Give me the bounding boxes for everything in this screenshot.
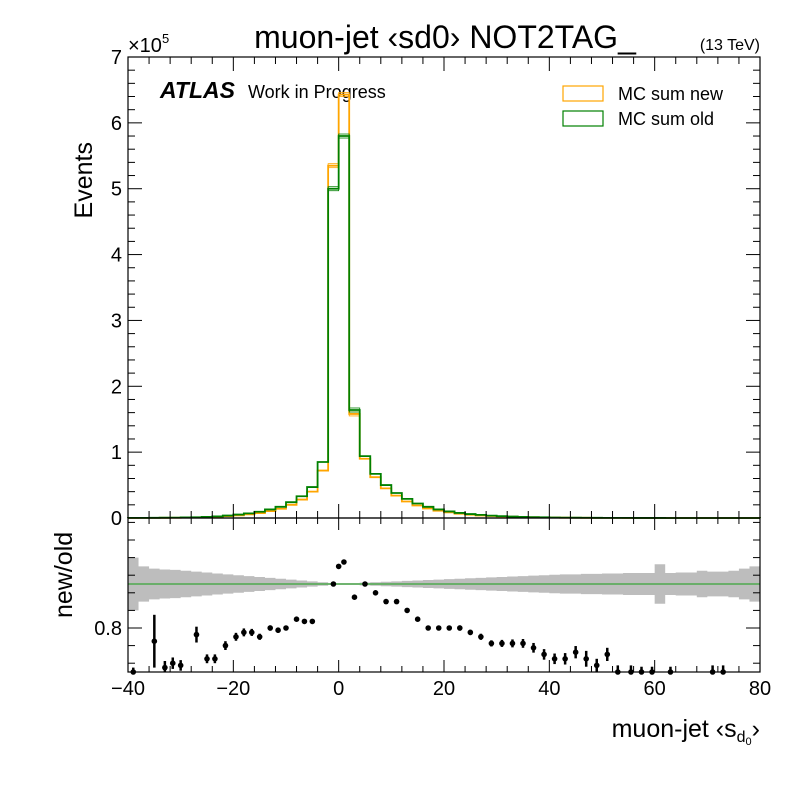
ratio-point — [383, 598, 389, 605]
ratio-point — [330, 581, 337, 587]
stat-error-box — [348, 407, 361, 413]
ratio-point — [169, 660, 176, 666]
ratio-point — [446, 625, 453, 631]
ratio-point — [572, 649, 579, 655]
x-tick-label: −20 — [216, 678, 250, 700]
top-panel-ticks: 0 1 2 3 4 5 6 7 — [111, 47, 761, 530]
top-y-tick-label: 0 — [111, 508, 122, 530]
histogram-new — [127, 93, 761, 519]
top-y-tick-label: 7 — [111, 47, 122, 69]
ratio-point — [562, 656, 568, 662]
ratio-point — [499, 640, 505, 647]
x-tick-label: 60 — [644, 678, 666, 700]
stat-error-box — [338, 92, 350, 97]
ratio-point — [362, 581, 368, 587]
y-exponent-label: ×105 — [128, 31, 169, 57]
ratio-point — [193, 631, 200, 638]
ratio-point — [509, 640, 516, 647]
atlas-label: ATLAS — [159, 77, 236, 103]
ratio-point — [301, 618, 308, 625]
x-axis-label: muon-jet ‹sd0› — [612, 715, 760, 748]
ratio-point — [530, 645, 537, 651]
ratio-point — [204, 656, 210, 662]
histogram-old — [127, 135, 761, 519]
stat-error-box — [338, 133, 350, 139]
legend-swatch-new — [562, 85, 604, 102]
top-y-tick-label: 3 — [111, 310, 122, 332]
top-y-tick-label: 6 — [111, 113, 122, 135]
ratio-point — [393, 598, 400, 605]
ratio-point — [372, 590, 379, 596]
top-panel — [127, 92, 761, 519]
y-exponent-base: ×10 — [128, 35, 162, 57]
ratio-point — [267, 625, 274, 631]
x-tick-label: 40 — [538, 678, 560, 700]
ratio-point — [457, 625, 463, 631]
top-y-tick-label: 4 — [111, 245, 122, 267]
ratio-point — [222, 642, 229, 649]
ratio-point — [425, 625, 432, 631]
ratio-point — [283, 625, 289, 631]
status-label: Work in Progress — [248, 82, 386, 102]
ratio-point — [233, 634, 239, 640]
ratio-y-tick-label: 0.8 — [94, 618, 122, 640]
x-tick-label: −40 — [111, 678, 145, 700]
top-y-tick-label: 5 — [111, 179, 122, 201]
x-axis-label-end: › — [752, 715, 760, 743]
ratio-point — [248, 629, 255, 636]
x-axis-label-main: muon-jet ‹s — [612, 715, 737, 743]
ratio-point — [551, 656, 558, 662]
ratio-point — [177, 662, 184, 669]
legend-swatch-old — [562, 110, 604, 127]
ratio-point — [488, 640, 495, 647]
legend-label-new: MC sum new — [618, 84, 724, 104]
ratio-point — [212, 656, 218, 662]
legend-label-old: MC sum old — [618, 109, 714, 129]
ratio-point — [520, 640, 526, 647]
top-y-tick-label: 2 — [111, 376, 122, 398]
ratio-point — [151, 638, 158, 644]
chart-title: muon-jet ‹sd0› NOT2TAG_ — [254, 19, 637, 55]
ratio-point — [414, 616, 421, 622]
x-axis-label-subsub: 0 — [746, 736, 752, 748]
stat-error-box — [327, 186, 340, 192]
ratio-point — [335, 563, 342, 570]
ratio-point — [541, 651, 547, 658]
ratio-point — [435, 625, 442, 631]
ratio-point — [275, 627, 281, 633]
energy-label: (13 TeV) — [700, 37, 760, 54]
ratio-y-axis-label: new/old — [50, 532, 78, 618]
ratio-panel — [128, 557, 760, 675]
top-y-tick-label: 1 — [111, 442, 122, 464]
ratio-point — [256, 634, 263, 640]
ratio-point — [478, 634, 484, 640]
x-tick-label: 20 — [433, 678, 455, 700]
ratio-point — [604, 651, 611, 658]
ratio-point — [162, 664, 168, 671]
ratio-point — [341, 559, 347, 565]
ratio-point — [467, 629, 474, 636]
ratio-point — [241, 629, 247, 636]
ratio-point — [309, 618, 316, 625]
ratio-point — [404, 607, 410, 614]
ratio-point — [593, 662, 600, 669]
ratio-point — [293, 616, 300, 622]
ratio-panel-ticks: −40 −20 0 20 40 60 80 0.8 — [94, 518, 771, 700]
x-axis-label-sub: d — [737, 729, 746, 746]
x-tick-label: 80 — [749, 678, 771, 700]
x-tick-label: 0 — [333, 678, 344, 700]
ratio-point — [351, 594, 358, 600]
ratio-point — [583, 656, 589, 662]
y-exponent-power: 5 — [162, 31, 169, 46]
top-y-axis-label: Events — [70, 142, 98, 218]
